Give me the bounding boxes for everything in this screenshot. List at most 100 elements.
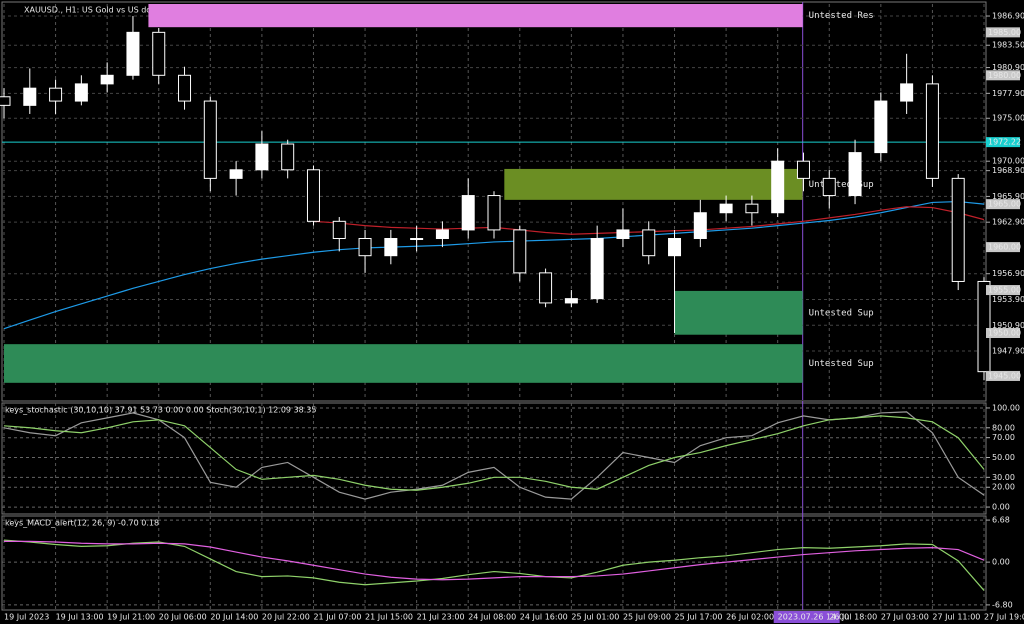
line <box>3 415 985 491</box>
line <box>3 411 985 500</box>
price-box <box>986 137 1020 148</box>
y-tick-label: 1965.90 <box>992 192 1024 201</box>
x-tick-label: 26 Jul 02:00 <box>726 613 774 622</box>
y-tick-label: 1947.90 <box>992 347 1024 356</box>
level-box <box>986 70 1020 81</box>
zone <box>674 290 803 335</box>
y-tick-label: 1975.00 <box>992 114 1024 123</box>
x-tick-label: 27 Jul 03:00 <box>881 613 929 622</box>
level-box <box>986 27 1020 38</box>
y-tick-label: 30.00 <box>992 473 1015 482</box>
x-tick-label: 20 Jul 06:00 <box>159 613 207 622</box>
y-tick-label: 1983.50 <box>992 41 1024 50</box>
x-tick-label: 27 Jul 11:00 <box>932 613 980 622</box>
candle-body <box>564 298 578 304</box>
candle-body <box>358 238 372 257</box>
x-tick-label: 26 Jul 18:00 <box>829 613 877 622</box>
x-tick-label: 25 Jul 01:00 <box>571 613 619 622</box>
candle-body <box>23 87 37 106</box>
y-tick-label: 1980.90 <box>992 63 1024 72</box>
zone-label: Untested Sup <box>809 359 874 369</box>
x-tick-label: 27 Jul 19:00 <box>984 613 1024 622</box>
x-highlight-box <box>773 611 840 623</box>
y-tick-label: -6.80 <box>992 600 1013 609</box>
candle-body <box>306 169 320 222</box>
level-label: 1950.00 <box>988 328 1021 337</box>
y-tick-label: 1977.90 <box>992 89 1024 98</box>
line <box>3 200 985 330</box>
candle-body <box>281 143 295 171</box>
pane-title: XAUUSD., H1: US Gold vs US dollar <box>24 6 165 15</box>
y-tick-label: 80.00 <box>992 423 1015 432</box>
y-tick-label: 1968.90 <box>992 166 1024 175</box>
x-tick-label: 20 Jul 14:00 <box>210 613 258 622</box>
level-label: 1960.00 <box>988 243 1021 252</box>
candle-body <box>693 212 707 240</box>
candle-body <box>74 83 88 102</box>
level-label: 1980.00 <box>988 71 1021 80</box>
x-tick-label: 21 Jul 23:00 <box>417 613 465 622</box>
y-tick-label: 100.00 <box>992 403 1020 412</box>
y-tick-label: 70.00 <box>992 433 1015 442</box>
candle-body <box>848 152 862 197</box>
x-tick-label: 25 Jul 09:00 <box>623 613 671 622</box>
x-tick-label: 19 Jul 2023 <box>4 613 49 622</box>
candle-body <box>925 83 939 179</box>
candle-body <box>100 74 114 85</box>
candle-body <box>410 238 424 241</box>
y-tick-label: 1950.90 <box>992 321 1024 330</box>
y-tick-label: 6.68 <box>992 516 1010 525</box>
x-tick-label: 19 Jul 21:00 <box>107 613 155 622</box>
x-tick-label: 24 Jul 08:00 <box>468 613 516 622</box>
price-label: 1972.22 <box>988 138 1021 147</box>
level-label: 1955.00 <box>988 286 1021 295</box>
level-box <box>986 285 1020 296</box>
candle-body <box>771 160 785 214</box>
candle-body <box>590 238 604 300</box>
y-tick-label: 1970.00 <box>992 157 1024 166</box>
zone <box>504 168 803 200</box>
level-box <box>986 242 1020 253</box>
x-tick-label: 19 Jul 13:00 <box>56 613 104 622</box>
zone <box>4 344 803 383</box>
y-tick-label: 1986.90 <box>992 12 1024 21</box>
level-box <box>986 370 1020 381</box>
candle-body <box>822 177 836 197</box>
candle-body <box>539 272 553 304</box>
zone-label: Untested Sup <box>809 308 874 318</box>
x-tick-label: 21 Jul 15:00 <box>365 613 413 622</box>
zone <box>148 4 803 28</box>
level-box <box>986 327 1020 338</box>
candle-body <box>668 238 682 257</box>
zone-label: Untested Res <box>809 11 874 21</box>
y-tick-label: 0.00 <box>992 558 1010 567</box>
y-tick-label: 1962.90 <box>992 218 1024 227</box>
candle-body <box>152 31 166 76</box>
y-tick-label: 0.00 <box>992 503 1010 512</box>
y-tick-label: 50.00 <box>992 453 1015 462</box>
x-tick-label: 25 Jul 17:00 <box>675 613 723 622</box>
x-tick-label: 20 Jul 22:00 <box>262 613 310 622</box>
candle-body <box>0 96 11 106</box>
level-box <box>986 199 1020 210</box>
level-label: 1965.00 <box>988 200 1021 209</box>
level-label: 1945.00 <box>988 371 1021 380</box>
candle-body <box>616 229 630 240</box>
y-tick-label: 20.00 <box>992 483 1015 492</box>
stoch-pane <box>1 402 987 515</box>
candle-body <box>745 203 759 214</box>
x-tick-label: 24 Jul 16:00 <box>520 613 568 622</box>
candle-body <box>178 74 192 102</box>
candle-body <box>951 177 965 282</box>
candle-body <box>513 229 527 274</box>
candle-body <box>229 169 243 179</box>
candle-body <box>49 87 63 102</box>
candle-body <box>796 160 810 179</box>
candle-body <box>487 195 501 231</box>
candle-body <box>977 280 991 373</box>
candle-body <box>435 229 449 240</box>
candle-body <box>203 100 217 179</box>
line <box>4 540 985 581</box>
